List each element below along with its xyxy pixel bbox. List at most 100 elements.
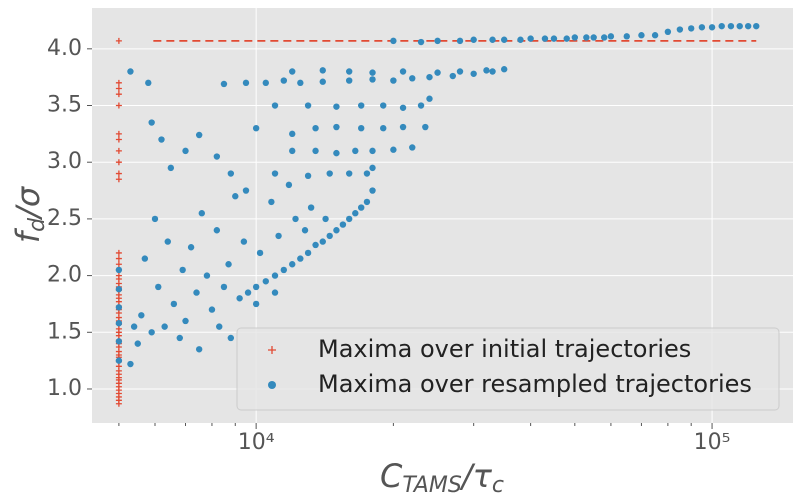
point — [358, 102, 365, 109]
point — [607, 33, 615, 40]
point — [115, 147, 122, 154]
point — [244, 289, 252, 296]
point — [326, 232, 333, 240]
point — [115, 338, 123, 345]
point — [346, 68, 353, 75]
point — [145, 79, 152, 87]
point — [333, 149, 340, 157]
point — [483, 67, 490, 74]
legend-marker — [268, 381, 276, 389]
point — [319, 67, 326, 74]
point — [280, 266, 288, 274]
point — [312, 241, 319, 249]
point — [271, 289, 279, 296]
point — [426, 73, 433, 81]
point — [322, 215, 329, 223]
point — [179, 266, 186, 274]
point — [426, 95, 433, 102]
legend-label: Maxima over initial trajectories — [318, 335, 691, 363]
label-part: /σ — [9, 185, 47, 221]
point — [489, 36, 496, 43]
point — [115, 85, 122, 92]
point — [352, 147, 359, 155]
point — [280, 77, 288, 84]
point — [115, 272, 122, 279]
point — [307, 204, 315, 211]
point — [115, 170, 122, 177]
point — [115, 357, 123, 364]
point — [187, 244, 195, 251]
point — [333, 103, 340, 110]
point — [369, 69, 376, 76]
point — [240, 238, 248, 245]
point — [262, 278, 269, 285]
point — [541, 35, 549, 42]
y-tick-label: 2.5 — [47, 206, 82, 231]
point — [115, 79, 122, 86]
point — [312, 147, 319, 155]
point — [289, 261, 296, 268]
point — [227, 334, 235, 342]
point — [176, 334, 183, 342]
point — [638, 32, 645, 39]
x-axis-label: CTAMS/τc — [380, 457, 504, 498]
point — [115, 255, 122, 262]
point — [134, 340, 141, 347]
point — [489, 68, 496, 75]
point — [571, 34, 579, 41]
point — [213, 153, 221, 160]
point — [326, 170, 333, 177]
point — [115, 320, 123, 327]
point — [333, 123, 340, 131]
point — [115, 102, 122, 109]
point — [271, 170, 279, 177]
point — [301, 227, 309, 234]
point — [744, 22, 752, 30]
point — [304, 249, 312, 257]
point — [297, 79, 304, 87]
point — [399, 68, 407, 75]
point — [358, 204, 365, 211]
point — [148, 329, 155, 336]
point — [369, 164, 376, 172]
point — [225, 261, 232, 268]
y-tick-label: 3.0 — [47, 149, 82, 174]
point — [583, 34, 590, 41]
y-tick-label: 1.5 — [47, 319, 82, 344]
point — [252, 283, 260, 291]
point — [676, 26, 684, 33]
point — [268, 198, 275, 206]
point — [195, 131, 203, 139]
point — [409, 144, 416, 151]
point — [369, 147, 376, 155]
point — [155, 283, 162, 291]
point — [517, 36, 524, 43]
point — [369, 76, 376, 83]
point — [203, 272, 211, 279]
x-tick-label: 10⁵ — [694, 430, 731, 455]
point — [312, 124, 319, 132]
point — [167, 164, 175, 172]
point — [115, 37, 122, 44]
point — [399, 123, 407, 131]
point — [115, 266, 123, 274]
point — [213, 227, 221, 234]
point — [651, 32, 659, 39]
point — [319, 78, 326, 85]
point — [449, 72, 457, 80]
point — [138, 312, 145, 319]
point — [227, 170, 235, 177]
point — [151, 215, 159, 223]
point — [275, 232, 282, 240]
point — [115, 176, 122, 183]
point — [115, 159, 122, 166]
point — [182, 147, 189, 155]
point — [193, 289, 200, 296]
label-part: /τ — [459, 457, 493, 495]
y-tick-label: 4.0 — [47, 36, 82, 61]
point — [434, 69, 441, 76]
point — [500, 66, 508, 73]
point — [363, 198, 371, 206]
point — [256, 249, 264, 257]
point — [304, 102, 312, 109]
